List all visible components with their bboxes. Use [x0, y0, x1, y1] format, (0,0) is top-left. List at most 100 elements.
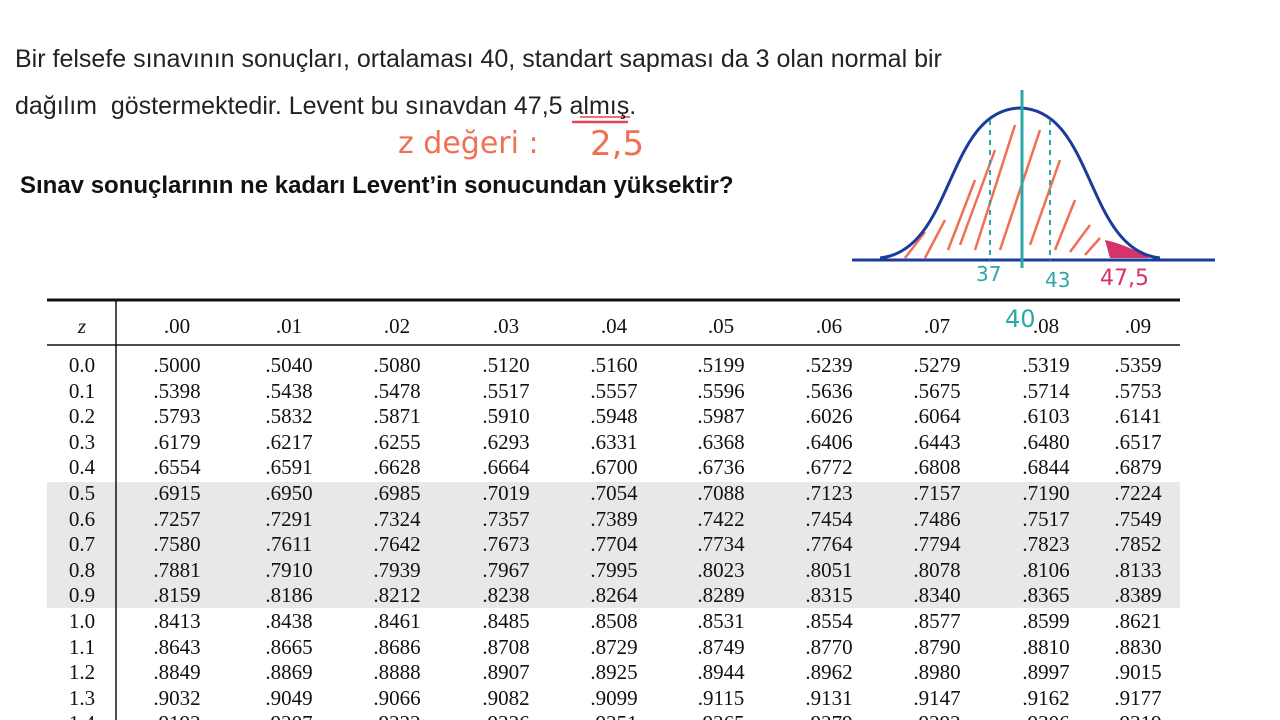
row-label: 0.1	[68, 378, 96, 403]
table-cell: .7673	[482, 532, 530, 557]
table-cell: .8212	[373, 583, 421, 608]
table-cell: .7389	[590, 506, 638, 531]
table-cell: .5793	[153, 404, 201, 429]
column-header: .02	[383, 314, 411, 338]
table-cell: .7019	[482, 481, 530, 505]
table-cell: .8508	[590, 609, 638, 633]
table-cell: .9066	[373, 685, 421, 710]
table-cell: .8461	[373, 609, 421, 633]
table-cell: .6103	[1022, 404, 1070, 429]
table-cell: .8643	[153, 634, 201, 659]
table-cell: .5359	[1114, 353, 1162, 377]
table-cell: .6985	[373, 481, 421, 505]
table-cell: .8554	[805, 609, 853, 633]
table-cell: .7852	[1114, 532, 1162, 557]
table-cell: .7704	[590, 532, 638, 557]
table-cell: .8289	[697, 583, 745, 608]
table-cell: .9015	[1114, 660, 1162, 685]
table-cell: .5199	[697, 353, 745, 377]
table-cell: .8340	[913, 583, 961, 608]
table-cell: .7823	[1022, 532, 1070, 557]
table-cell: .5987	[697, 404, 745, 429]
table-cell: .8907	[482, 660, 530, 685]
table-cell: .5120	[482, 353, 530, 377]
table-cell: .9279	[805, 711, 852, 720]
table-cell: .8264	[590, 583, 638, 608]
annotation: 40	[1005, 305, 1036, 333]
table-cell: .7580	[153, 532, 201, 557]
table-cell: .9319	[1114, 711, 1161, 720]
table-cell: .6700	[590, 455, 638, 480]
table-cell: .6443	[913, 429, 961, 454]
table-cell: .8485	[482, 609, 530, 633]
column-header: .00	[163, 314, 191, 338]
table-cell: .6554	[153, 455, 201, 480]
table-cell: .7486	[913, 506, 961, 531]
table-cell: .8810	[1022, 634, 1070, 659]
table-cell: .8849	[153, 660, 201, 685]
table-cell: .7454	[805, 506, 853, 531]
table-cell: .6879	[1114, 455, 1162, 480]
question-line: dağılım göstermektedir. Levent bu sınavd…	[15, 92, 637, 120]
table-cell: .6406	[805, 429, 853, 454]
table-cell: .8413	[153, 609, 201, 633]
column-header: z	[77, 314, 87, 338]
table-cell: .8389	[1114, 583, 1162, 608]
table-cell: .6255	[373, 429, 421, 454]
table-cell: .9032	[153, 685, 201, 710]
table-cell: .5279	[913, 353, 961, 377]
row-label: 0.6	[68, 506, 96, 531]
table-cell: .5832	[265, 404, 313, 429]
table-cell: .8790	[913, 634, 961, 659]
column-header: .03	[492, 314, 520, 338]
table-cell: .7881	[153, 557, 201, 582]
table-cell: .8944	[697, 660, 745, 685]
table-cell: .8315	[805, 583, 853, 608]
table-cell: .8106	[1022, 557, 1070, 582]
column-header: .01	[275, 314, 303, 338]
table-cell: .6293	[482, 429, 530, 454]
table-cell: .5596	[697, 378, 745, 403]
table-cell: .9265	[697, 711, 744, 720]
table-cell: .8186	[265, 583, 313, 608]
table-cell: .9207	[265, 711, 312, 720]
table-cell: .9049	[265, 685, 313, 710]
annotation: 37	[976, 262, 1002, 286]
table-cell: .5160	[590, 353, 638, 377]
table-cell: .6950	[265, 481, 313, 505]
row-label: 0.3	[68, 429, 96, 454]
table-cell: .7967	[482, 557, 530, 582]
table-cell: .8686	[373, 634, 421, 659]
table-cell: .6517	[1114, 429, 1162, 454]
table-cell: .7794	[913, 532, 961, 557]
table-cell: .8708	[482, 634, 530, 659]
table-cell: .8869	[265, 660, 313, 685]
table-cell: .5753	[1114, 378, 1162, 403]
row-label: 0.8	[68, 557, 96, 582]
table-cell: .7291	[265, 506, 313, 531]
table-cell: .8888	[373, 660, 421, 685]
table-cell: .5517	[482, 378, 530, 403]
row-label: 1.1	[68, 634, 96, 659]
table-cell: .7764	[805, 532, 853, 557]
table-cell: .7549	[1114, 506, 1162, 531]
table-cell: .8365	[1022, 583, 1070, 608]
table-cell: .8980	[913, 660, 961, 685]
table-cell: .8078	[913, 557, 961, 582]
row-label: 0.5	[68, 481, 96, 505]
table-cell: .7054	[590, 481, 638, 505]
table-cell: .7995	[590, 557, 638, 582]
table-cell: .6844	[1022, 455, 1070, 480]
table-cell: .8531	[697, 609, 745, 633]
table-cell: .6664	[482, 455, 530, 480]
question: Sınav sonuçlarının ne kadarı Levent’in s…	[20, 172, 734, 199]
annotation: 43	[1045, 268, 1071, 292]
row-label: 0.9	[68, 583, 96, 608]
table-cell: .7939	[373, 557, 421, 582]
table-cell: .9147	[913, 685, 961, 710]
annotation: z değeri :	[398, 126, 539, 161]
table-cell: .9292	[913, 711, 960, 720]
table-cell: .6331	[590, 429, 638, 454]
table-cell: .6772	[805, 455, 853, 480]
